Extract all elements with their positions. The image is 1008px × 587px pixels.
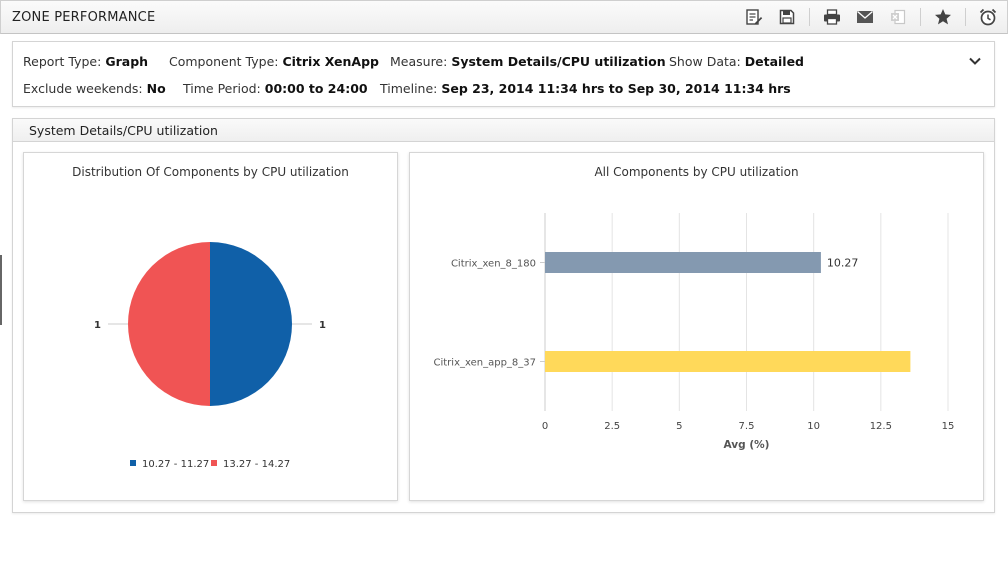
filter-label: Report Type: [23, 54, 102, 69]
y-category-label: Citrix_xen_8_180 [451, 259, 536, 270]
legend-label: 13.27 - 14.27 [223, 459, 290, 470]
schedule-button[interactable] [977, 6, 999, 28]
filter-component-type: Component Type: Citrix XenApp [169, 54, 379, 69]
schedule-alarm-icon [979, 8, 997, 26]
x-tick-label: 10 [807, 421, 820, 432]
x-tick-label: 2.5 [604, 421, 620, 432]
filter-timeline: Timeline: Sep 23, 2014 11:34 hrs to Sep … [380, 81, 791, 96]
edit-report-button[interactable] [743, 6, 765, 28]
legend-label: 10.27 - 11.27 [142, 459, 209, 470]
toolbar-divider [920, 8, 921, 26]
page-header: ZONE PERFORMANCE [0, 0, 1008, 34]
print-icon [824, 9, 840, 25]
x-tick-label: 0 [542, 421, 548, 432]
x-axis-label: Avg (%) [724, 439, 770, 451]
section-title: System Details/CPU utilization [29, 123, 218, 138]
email-icon [857, 11, 873, 23]
toolbar-divider [809, 8, 810, 26]
filter-measure: Measure: System Details/CPU utilization [390, 54, 666, 69]
bar [545, 252, 821, 273]
filter-report-type: Report Type: Graph [23, 54, 148, 69]
filter-label: Exclude weekends: [23, 81, 143, 96]
filter-value: Graph [105, 54, 149, 69]
toolbar-divider [965, 8, 966, 26]
filter-exclude-weekends: Exclude weekends: No [23, 81, 166, 96]
pie-chart: 1 1 10.27 - 11.27 13.27 - 14.27 [94, 242, 326, 470]
x-tick-label: 15 [942, 421, 955, 432]
filter-value: Citrix XenApp [282, 54, 379, 69]
favorite-button[interactable] [932, 6, 954, 28]
x-tick-label: 12.5 [870, 421, 892, 432]
filter-value: System Details/CPU utilization [451, 54, 666, 69]
section-header: System Details/CPU utilization [13, 119, 994, 142]
filter-value: 00:00 to 24:00 [264, 81, 368, 96]
export-excel-icon [891, 9, 906, 25]
toolbar [732, 6, 999, 28]
report-filter-panel: Report Type: Graph Component Type: Citri… [12, 41, 995, 107]
filter-label: Time Period: [183, 81, 261, 96]
filter-label: Measure: [390, 54, 448, 69]
export-excel-button[interactable] [887, 6, 909, 28]
bar-data-label: 10.27 [827, 257, 859, 270]
filter-value: Sep 23, 2014 11:34 hrs to Sep 30, 2014 1… [441, 81, 791, 96]
x-tick-label: 7.5 [739, 421, 755, 432]
pie-chart-card: Distribution Of Components by CPU utiliz… [23, 152, 398, 501]
chevron-down-icon[interactable] [968, 54, 982, 68]
pie-data-label: 1 [319, 320, 326, 331]
y-category-label: Citrix_xen_app_8_37 [434, 358, 537, 369]
filter-show-data: Show Data: Detailed [669, 54, 804, 69]
pie-data-label: 1 [94, 320, 101, 331]
bar [545, 351, 911, 372]
bar-chart: 0 2.5 5 7.5 10 12.5 15 Citrix_xen_8_180 10.27 Cit… [434, 213, 955, 451]
filter-value: Detailed [744, 54, 805, 69]
print-button[interactable] [821, 6, 843, 28]
x-tick-label: 5 [676, 421, 682, 432]
save-icon [779, 9, 795, 25]
favorite-star-icon [935, 9, 951, 25]
pie-slice [210, 242, 292, 406]
save-button[interactable] [776, 6, 798, 28]
email-button[interactable] [854, 6, 876, 28]
edit-report-icon [746, 9, 763, 25]
bar-chart-title: All Components by CPU utilization [594, 165, 799, 179]
filter-label: Show Data: [669, 54, 741, 69]
pie-chart-title: Distribution Of Components by CPU utiliz… [72, 165, 349, 179]
window-edge [0, 255, 2, 325]
page-title: ZONE PERFORMANCE [12, 10, 156, 25]
filter-label: Component Type: [169, 54, 279, 69]
filter-time-period: Time Period: 00:00 to 24:00 [183, 81, 368, 96]
measure-section: System Details/CPU utilization Distribut… [12, 118, 995, 513]
bar-chart-card: All Components by CPU utilization 0 2.5 5 7… [409, 152, 984, 501]
pie-slice [128, 242, 210, 406]
legend-swatch [211, 460, 217, 466]
filter-value: No [146, 81, 166, 96]
filter-label: Timeline: [380, 81, 438, 96]
legend-swatch [130, 460, 136, 466]
